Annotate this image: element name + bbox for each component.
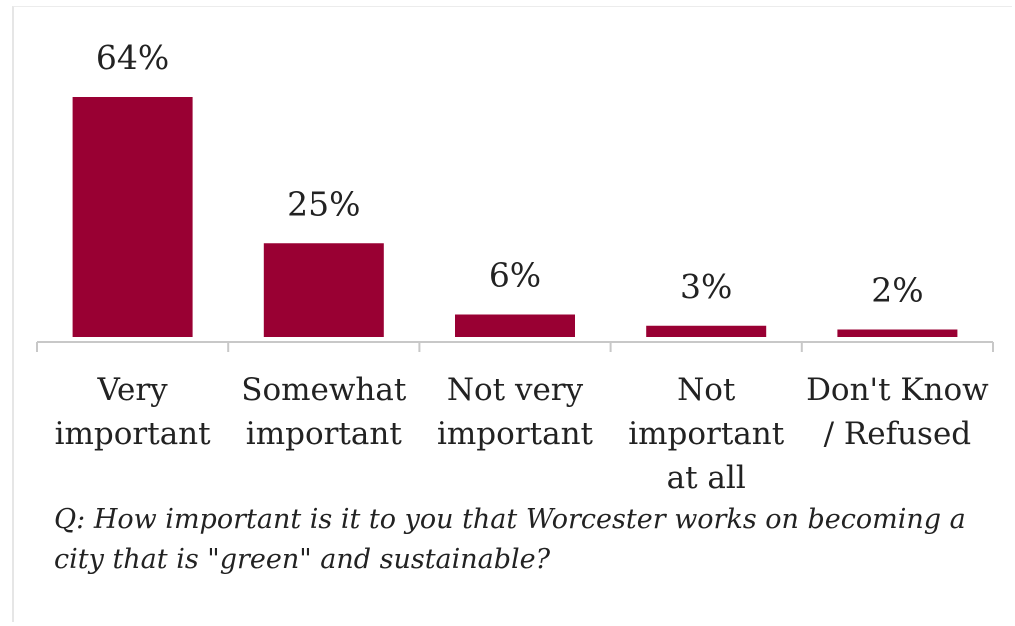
bar bbox=[646, 325, 767, 337]
data-label: 2% bbox=[871, 271, 923, 310]
data-label: 25% bbox=[287, 184, 360, 223]
category-label: Somewhat bbox=[241, 372, 407, 408]
bar bbox=[455, 314, 575, 337]
category-label: Don't Know bbox=[806, 372, 989, 408]
category-label: important bbox=[246, 416, 403, 452]
data-label: 6% bbox=[489, 256, 541, 295]
category-label: Not bbox=[677, 372, 736, 408]
bar bbox=[263, 243, 384, 337]
bar bbox=[72, 97, 193, 337]
category-label: important bbox=[55, 416, 212, 452]
bar-chart: 64% Very important 25% Somewhat important 6% No… bbox=[36, 38, 994, 496]
data-label: 64% bbox=[96, 38, 169, 77]
category-label: important bbox=[628, 416, 785, 452]
category-label: Not very bbox=[447, 372, 584, 408]
category-label: / Refused bbox=[824, 416, 972, 452]
category-label: at all bbox=[667, 460, 746, 496]
category-label: important bbox=[437, 416, 594, 452]
category-label: Very bbox=[96, 372, 168, 408]
chart-frame bbox=[12, 6, 1012, 622]
data-label: 3% bbox=[680, 267, 732, 306]
bar bbox=[837, 329, 958, 337]
question-caption: Q: How important is it to you that Worce… bbox=[54, 504, 966, 575]
